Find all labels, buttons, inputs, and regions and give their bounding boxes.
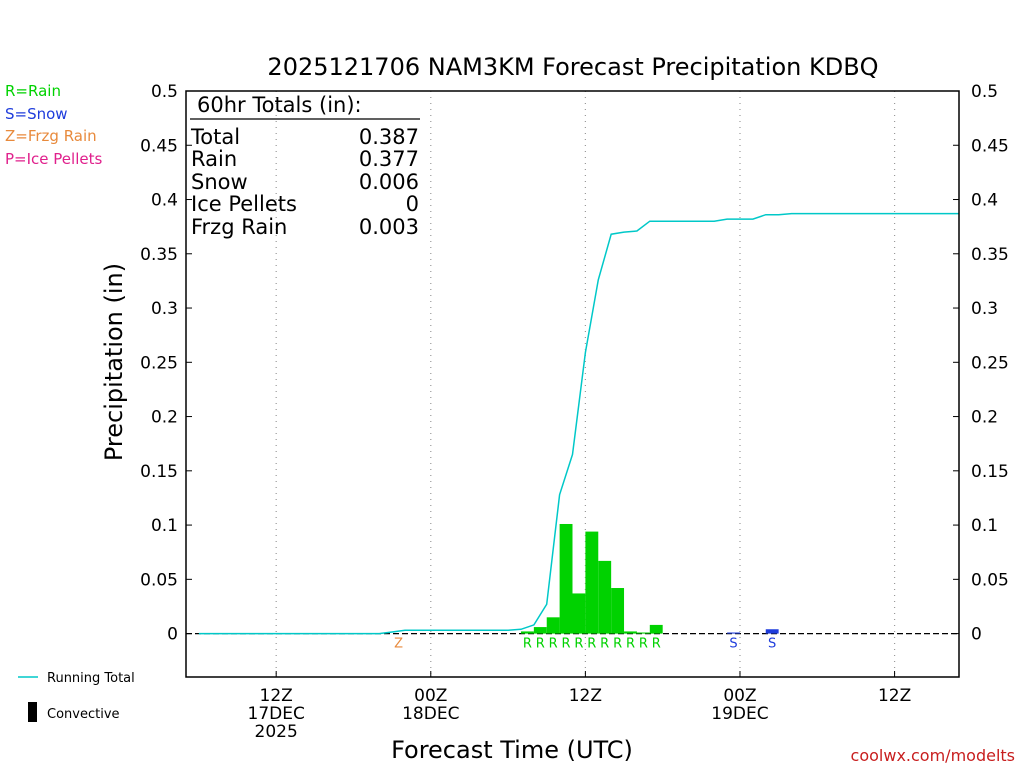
rain-bar — [572, 593, 586, 634]
x-tick-label: 17DEC — [248, 704, 305, 724]
precip-type-marker: R — [600, 637, 609, 652]
x-tick-label: 19DEC — [711, 704, 768, 724]
y-tick-label-left: 0.05 — [140, 570, 178, 590]
x-tick-label: 12Z — [260, 686, 293, 706]
totals-header: 60hr Totals (in): — [197, 93, 362, 117]
x-tick-label: 2025 — [255, 722, 298, 742]
y-tick-label-right: 0.4 — [971, 191, 998, 211]
snow-bar — [727, 632, 740, 634]
y-tick-label-left: 0.1 — [151, 516, 178, 536]
y-tick-label-right: 0.5 — [971, 82, 998, 102]
precip-type-marker: R — [626, 637, 635, 652]
rain-bar — [533, 627, 547, 634]
rain-bar — [546, 617, 560, 634]
precip-type-marker: R — [523, 637, 532, 652]
rain-bar — [611, 588, 625, 634]
precip-type-marker: R — [613, 637, 622, 652]
precip-type-marker: R — [549, 637, 558, 652]
precip-type-marker: R — [574, 637, 583, 652]
precip-type-marker: R — [587, 637, 596, 652]
rain-bar — [624, 631, 637, 634]
y-tick-label-right: 0.3 — [971, 299, 998, 319]
y-tick-label-left: 0.15 — [140, 462, 178, 482]
bottom-legend: Running Total Convective — [18, 671, 135, 722]
y-tick-label-left: 0 — [167, 625, 178, 645]
precip-type-marker: R — [562, 637, 571, 652]
y-tick-label-right: 0 — [971, 625, 982, 645]
rain-bar — [520, 631, 534, 634]
y-tick-label-right: 0.45 — [971, 136, 1009, 156]
totals-value-rain: 0.377 — [359, 147, 419, 171]
y-tick-label-left: 0.3 — [151, 299, 178, 319]
totals-value-snow: 0.006 — [359, 170, 419, 194]
y-tick-label-left: 0.5 — [151, 82, 178, 102]
totals-value-total: 0.387 — [359, 125, 419, 149]
type-legend-frzg-rain: Z=Frzg Rain — [5, 127, 97, 145]
y-tick-label-right: 0.15 — [971, 462, 1009, 482]
type-legend-ice-pellets: P=Ice Pellets — [5, 150, 102, 168]
y-axis-label: Precipitation (in) — [100, 263, 128, 461]
y-tick-label-left: 0.25 — [140, 353, 178, 373]
chart-title: 2025121706 NAM3KM Forecast Precipitation… — [267, 53, 878, 81]
y-tick-label-left: 0.45 — [140, 136, 178, 156]
precip-type-marker: S — [768, 637, 776, 652]
totals-label-ice-pellets: Ice Pellets — [191, 192, 297, 216]
y-tick-label-left: 0.4 — [151, 191, 178, 211]
totals-box: 60hr Totals (in): Total 0.387 Rain 0.377… — [190, 93, 420, 239]
totals-label-frzg-rain: Frzg Rain — [191, 215, 287, 239]
watermark: coolwx.com/modelts — [851, 746, 1015, 765]
precip-type-marker: S — [729, 637, 737, 652]
precip-type-marker: R — [536, 637, 545, 652]
precip-type-marker: Z — [394, 637, 403, 652]
plot-frame — [185, 90, 960, 678]
x-axis-label: Forecast Time (UTC) — [391, 736, 633, 764]
x-tick-label: 12Z — [569, 686, 602, 706]
y-tick-label-right: 0.25 — [971, 353, 1009, 373]
precip-type-marker: R — [639, 637, 648, 652]
x-tick-label: 00Z — [414, 686, 447, 706]
x-tick-label: 18DEC — [402, 704, 459, 724]
rain-bar — [649, 624, 663, 634]
precip-type-marker: R — [652, 637, 661, 652]
y-tick-label-right: 0.05 — [971, 570, 1009, 590]
totals-label-total: Total — [190, 125, 240, 149]
type-legend: R=Rain S=Snow Z=Frzg Rain P=Ice Pellets — [5, 82, 102, 168]
y-tick-label-left: 0.2 — [151, 408, 178, 428]
type-legend-rain: R=Rain — [5, 82, 61, 100]
y-tick-label-right: 0.35 — [971, 245, 1009, 265]
precip-bars — [520, 523, 779, 634]
running-total-layer — [198, 212, 959, 635]
rain-bar — [585, 531, 599, 634]
convective-legend-swatch — [28, 702, 37, 722]
snow-bar — [765, 629, 779, 634]
totals-label-snow: Snow — [191, 170, 248, 194]
running-total-legend-label: Running Total — [47, 671, 135, 686]
rain-bar — [598, 560, 612, 634]
totals-value-frzg-rain: 0.003 — [359, 215, 419, 239]
rain-bar — [636, 632, 650, 634]
type-legend-snow: S=Snow — [5, 105, 68, 123]
totals-value-ice-pellets: 0 — [406, 192, 419, 216]
convective-legend-label: Convective — [47, 707, 120, 722]
x-tick-label: 00Z — [723, 686, 756, 706]
totals-label-rain: Rain — [191, 147, 237, 171]
y-tick-label-left: 0.35 — [140, 245, 178, 265]
rain-bar — [559, 523, 573, 634]
running-total-line — [198, 212, 959, 635]
x-tick-label: 12Z — [878, 686, 911, 706]
y-tick-label-right: 0.1 — [971, 516, 998, 536]
y-tick-label-right: 0.2 — [971, 408, 998, 428]
